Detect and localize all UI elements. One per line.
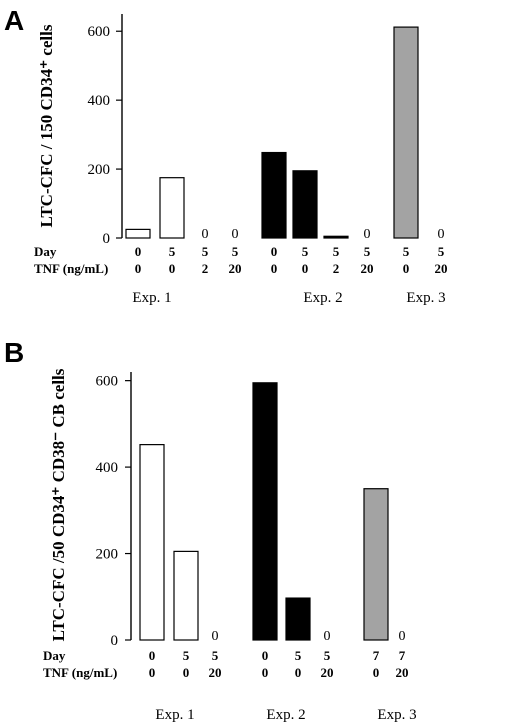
- tnf-value: 20: [321, 665, 334, 680]
- panel-letter-a: A: [4, 5, 24, 36]
- bar: [292, 170, 318, 239]
- tnf-value: 20: [361, 261, 374, 276]
- tnf-value: 0: [302, 261, 309, 276]
- tnf-value: 20: [435, 261, 448, 276]
- tnf-value: 2: [333, 261, 340, 276]
- group-label: Exp. 3: [377, 707, 416, 723]
- tnf-value: 20: [229, 261, 242, 276]
- group-label: Exp. 3: [406, 290, 445, 306]
- tnf-value: 0: [373, 665, 380, 680]
- zero-value-label: 0: [364, 227, 371, 242]
- day-value: 0: [262, 648, 269, 663]
- bar: [159, 177, 185, 239]
- tnf-value: 0: [403, 261, 410, 276]
- row-label-tnf: TNF (ng/mL): [43, 665, 117, 680]
- row-label-tnf: TNF (ng/mL): [34, 261, 108, 276]
- bar: [261, 151, 287, 239]
- tnf-value: 0: [183, 665, 190, 680]
- tnf-value: 0: [149, 665, 156, 680]
- y-tick-label: 0: [103, 231, 111, 247]
- zero-value-label: 0: [438, 227, 445, 242]
- bar: [139, 444, 165, 641]
- day-value: 5: [364, 244, 371, 259]
- zero-value-label: 0: [202, 227, 209, 242]
- day-value: 5: [295, 648, 302, 663]
- day-value: 5: [333, 244, 340, 259]
- day-value: 0: [135, 244, 142, 259]
- tnf-value: 20: [209, 665, 222, 680]
- group-label: Exp. 1: [132, 290, 171, 306]
- tnf-value: 0: [295, 665, 302, 680]
- bar: [252, 382, 278, 641]
- day-value: 5: [183, 648, 190, 663]
- tnf-value: 20: [396, 665, 409, 680]
- y-tick-label: 400: [96, 460, 119, 476]
- y-tick-label: 0: [111, 633, 119, 649]
- day-value: 5: [324, 648, 331, 663]
- day-value: 0: [271, 244, 278, 259]
- zero-value-label: 0: [399, 629, 406, 644]
- tnf-value: 0: [135, 261, 142, 276]
- bar: [173, 550, 199, 641]
- bar: [363, 488, 389, 641]
- day-value: 5: [438, 244, 445, 259]
- day-value: 0: [149, 648, 156, 663]
- tnf-value: 0: [271, 261, 278, 276]
- bar: [125, 228, 151, 239]
- bar: [285, 597, 311, 641]
- y-axis-label-a: LTC-CFC / 150 CD34⁺ cells: [37, 24, 56, 227]
- zero-value-label: 0: [212, 629, 219, 644]
- tnf-value: 0: [262, 665, 269, 680]
- day-value: 5: [212, 648, 219, 663]
- bar: [393, 26, 419, 239]
- y-tick-label: 200: [96, 547, 119, 563]
- row-label-day: Day: [34, 244, 57, 259]
- group-label: Exp. 2: [303, 290, 342, 306]
- y-tick-label: 400: [88, 93, 111, 109]
- zero-value-label: 0: [232, 227, 239, 242]
- day-value: 5: [403, 244, 410, 259]
- y-axis-label-b: LTC-CFC /50 CD34⁺ CD38⁻ CB cells: [49, 368, 68, 641]
- tnf-value: 2: [202, 261, 209, 276]
- row-label-day: Day: [43, 648, 66, 663]
- day-value: 5: [302, 244, 309, 259]
- zero-value-label: 0: [324, 629, 331, 644]
- y-tick-label: 600: [96, 374, 119, 390]
- day-value: 7: [399, 648, 406, 663]
- day-value: 5: [169, 244, 176, 259]
- day-value: 7: [373, 648, 380, 663]
- y-tick-label: 200: [88, 162, 111, 178]
- bar: [323, 235, 349, 239]
- y-tick-label: 600: [88, 24, 111, 40]
- day-value: 5: [202, 244, 209, 259]
- tnf-value: 0: [169, 261, 176, 276]
- day-value: 5: [232, 244, 239, 259]
- group-label: Exp. 1: [155, 707, 194, 723]
- panel-letter-b: B: [4, 337, 24, 368]
- group-label: Exp. 2: [266, 707, 305, 723]
